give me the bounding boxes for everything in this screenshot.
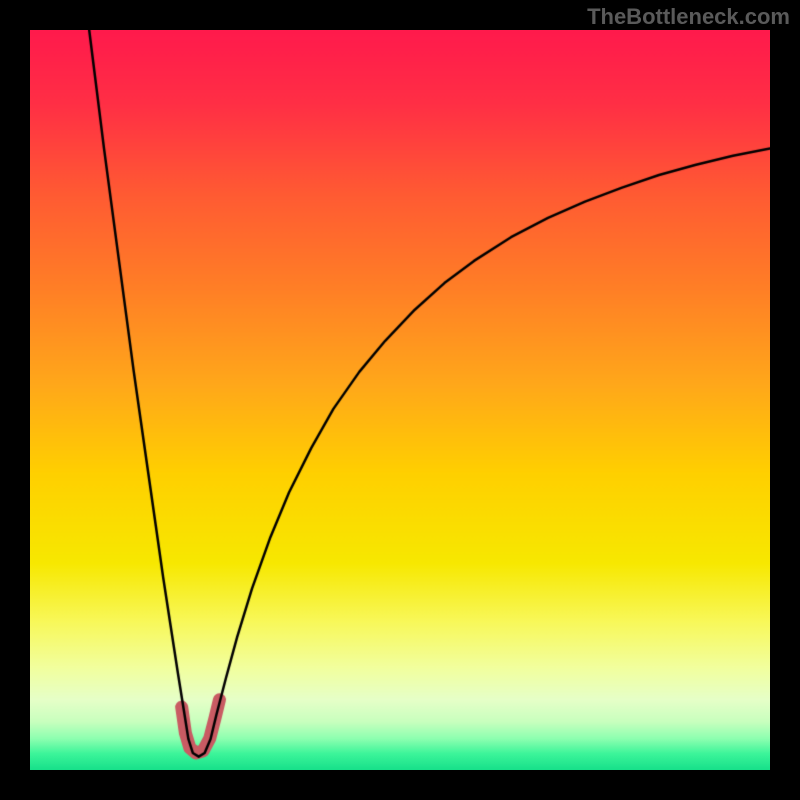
chart-container: TheBottleneck.com [0,0,800,800]
plot-area [30,30,770,770]
watermark-text: TheBottleneck.com [587,4,790,30]
chart-canvas [30,30,770,770]
